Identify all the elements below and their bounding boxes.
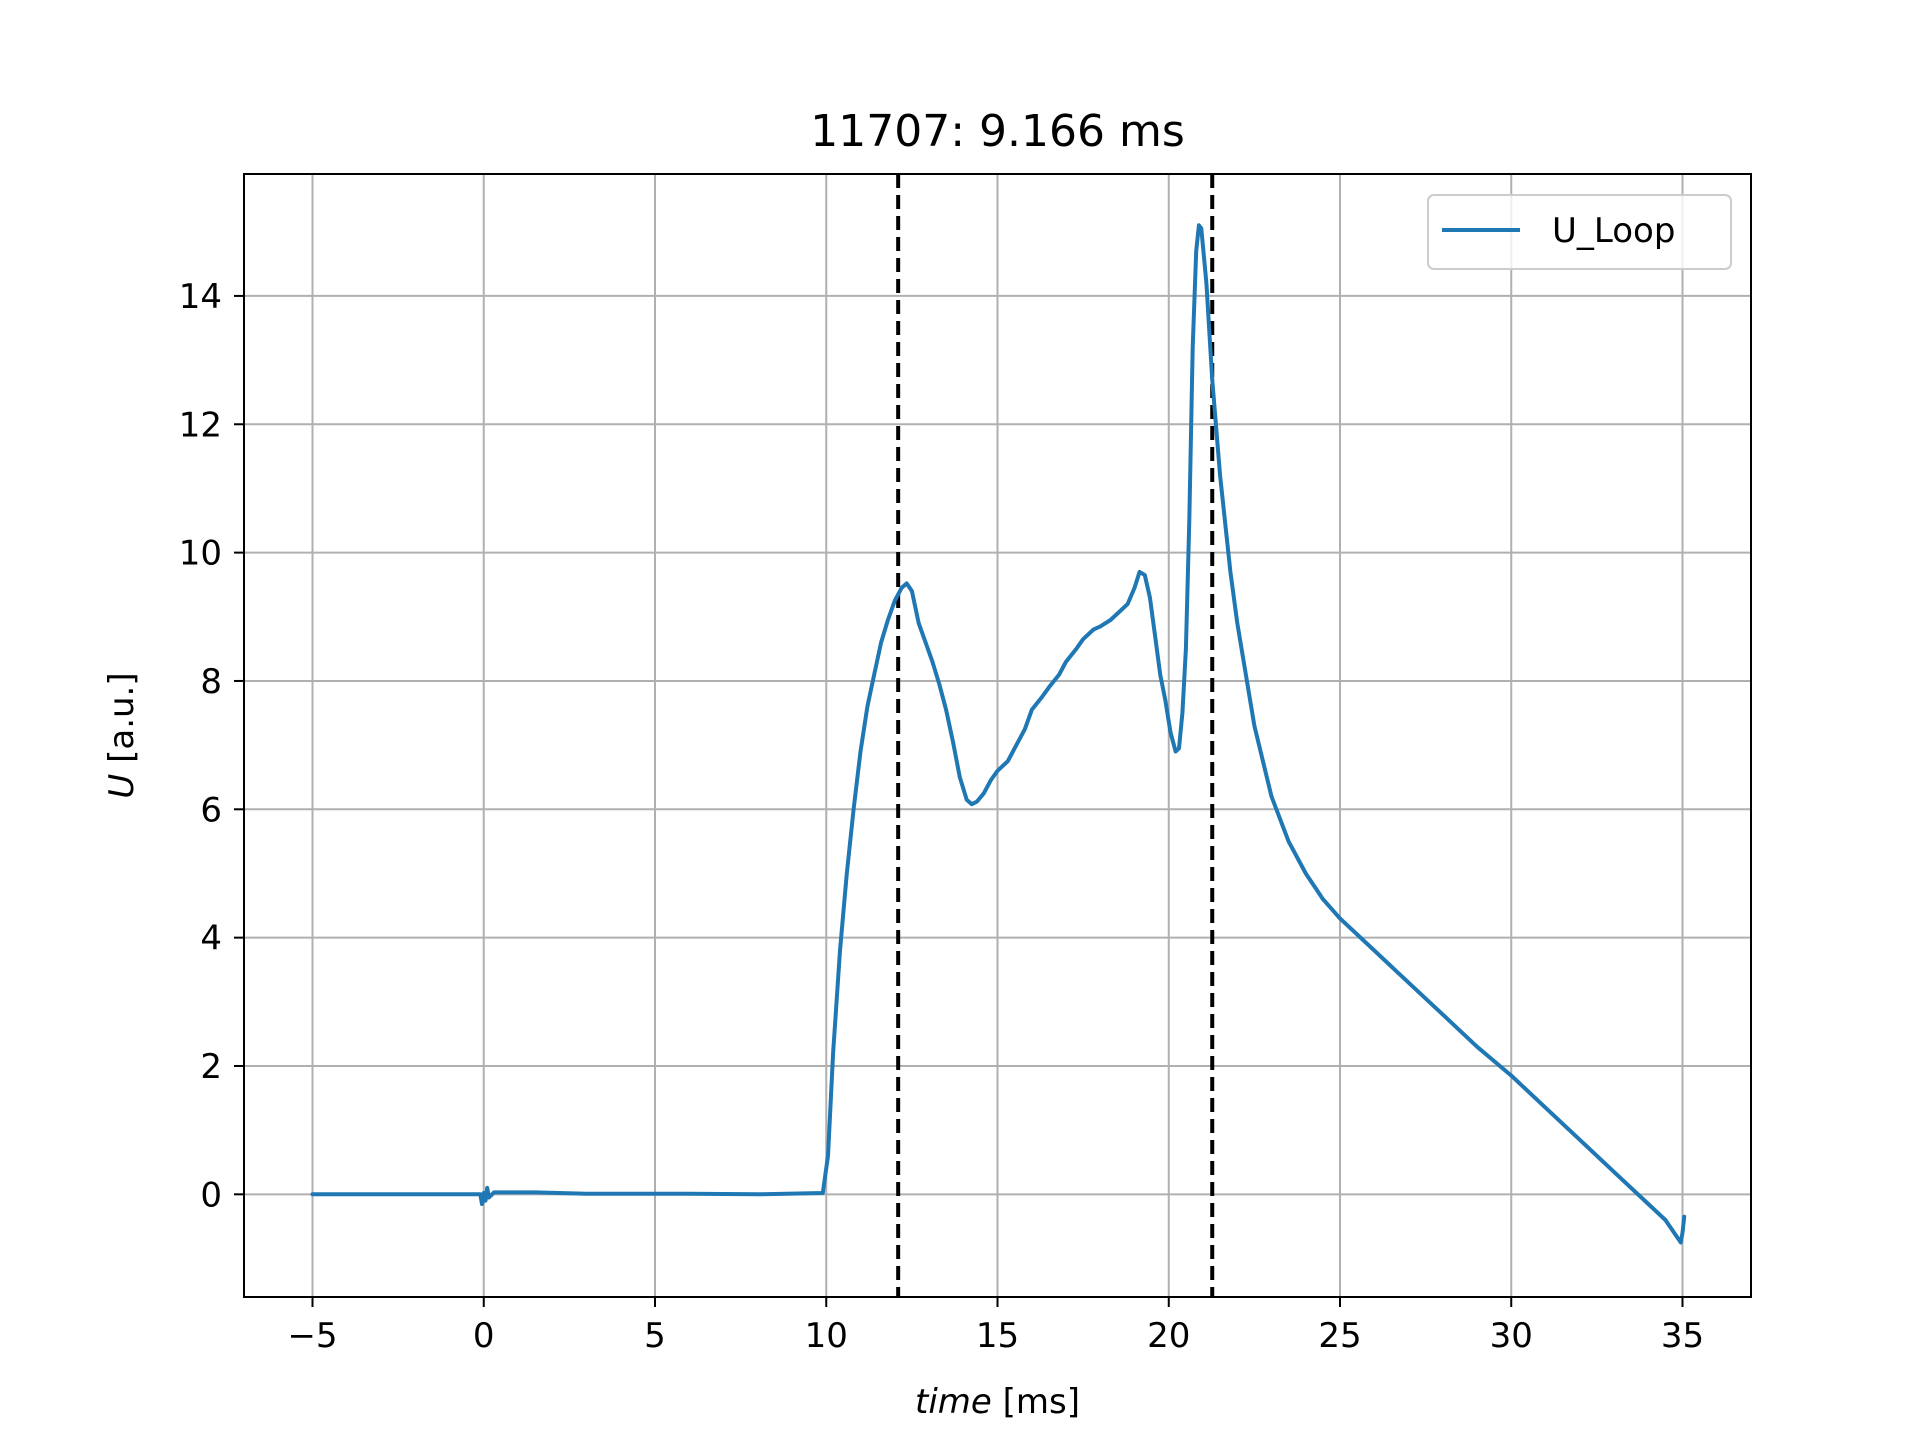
chart-title: 11707: 9.166 ms [810, 106, 1185, 157]
legend-box [1427, 194, 1732, 270]
y-axis-label: U [a.u.] [102, 672, 142, 798]
y-tick-label: 4 [200, 919, 222, 959]
y-tick-label: 0 [200, 1175, 222, 1215]
x-tick-label: 30 [1490, 1316, 1533, 1356]
marker-lines [896, 174, 1215, 1297]
x-tick-label: 10 [805, 1316, 848, 1356]
x-axis-label-var: time [915, 1382, 992, 1422]
series-layer [310, 223, 1687, 1245]
series-line-u-loop [310, 223, 1687, 1245]
y-tick-label: 10 [179, 534, 222, 574]
x-tick-label: 20 [1147, 1316, 1190, 1356]
y-tick-label: 12 [179, 405, 222, 445]
x-tick-label: 35 [1661, 1316, 1704, 1356]
x-tick-label: −5 [287, 1316, 337, 1356]
y-tick-label: 8 [200, 662, 222, 702]
legend-label: U_Loop [1552, 211, 1675, 251]
x-axis-label: time [ms] [915, 1382, 1080, 1422]
x-tick-label: 0 [473, 1316, 495, 1356]
x-axis-label-unit: [ms] [992, 1382, 1080, 1422]
legend: U_Loop [1427, 194, 1732, 270]
x-tick-label: 5 [644, 1316, 666, 1356]
y-tick-label: 14 [179, 277, 222, 317]
y-tick-label: 6 [200, 790, 222, 830]
y-axis-label-var: U [102, 774, 142, 799]
y-tick-label: 2 [200, 1047, 222, 1087]
x-tick-label: 25 [1318, 1316, 1361, 1356]
ticks: −5 0 5 10 15 20 25 30 35 0 2 4 6 8 10 12 14 [179, 277, 1704, 1356]
x-tick-label: 15 [976, 1316, 1019, 1356]
y-axis-label-unit: [a.u.] [102, 672, 142, 773]
